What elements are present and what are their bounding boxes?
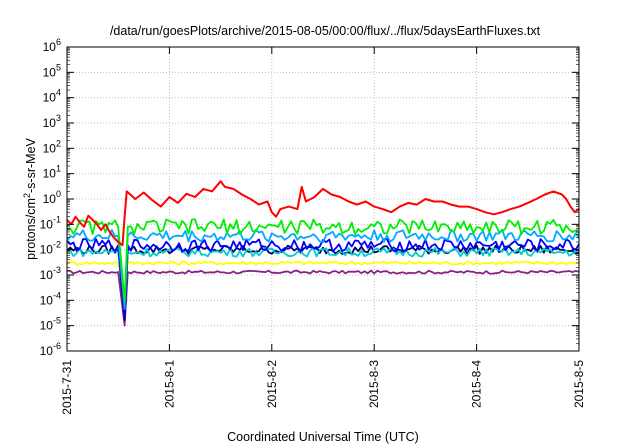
series-line: [66, 247, 580, 309]
y-tick-label: 10-4: [40, 290, 61, 307]
series-line: [66, 218, 580, 302]
x-tick-labels: 2015-7-31 2015-8-1 2015-8-2 2015-8-3 2015-8-…: [60, 360, 586, 415]
x-tick-label: 2015-8-5: [572, 360, 586, 408]
y-axis-title: protons/cm2-s-sr-MeV: [22, 137, 38, 259]
y-tick-label: 100: [43, 189, 61, 206]
x-tick-label: 2015-8-1: [162, 360, 176, 408]
y-tick-label: 106: [43, 37, 61, 54]
series-line: [66, 228, 580, 310]
y-tick-labels: 10-6 10-5 10-4 10-3 10-2 10-1 100 101 102 103 104 1…: [40, 37, 61, 358]
y-tick-label: 101: [43, 164, 61, 181]
series-lines: [66, 180, 580, 327]
series-line: [66, 269, 580, 327]
x-tick-label: 2015-8-4: [470, 360, 484, 408]
y-tick-label: 105: [43, 62, 61, 79]
axis-ticks: [66, 46, 580, 352]
x-axis-title: Coordinated Universal Time (UTC): [227, 430, 419, 444]
x-tick-label: 2015-8-2: [265, 360, 279, 408]
x-tick-label: 2015-8-3: [367, 360, 381, 408]
x-tick-label: 2015-7-31: [60, 360, 74, 415]
series-line: [66, 244, 580, 321]
y-tick-label: 104: [43, 88, 61, 105]
series-line: [66, 260, 580, 292]
y-tick-label: 103: [43, 113, 61, 130]
y-tick-label: 10-2: [40, 240, 61, 257]
series-line: [66, 180, 580, 247]
chart-title: /data/run/goesPlots/archive/2015-08-05/0…: [110, 24, 541, 38]
y-tick-label: 10-5: [40, 316, 61, 333]
y-tick-label: 102: [43, 138, 61, 155]
y-tick-label: 10-1: [40, 214, 61, 231]
grid: [66, 46, 580, 352]
y-tick-label: 10-3: [40, 265, 61, 282]
y-tick-label: 10-6: [40, 341, 61, 358]
